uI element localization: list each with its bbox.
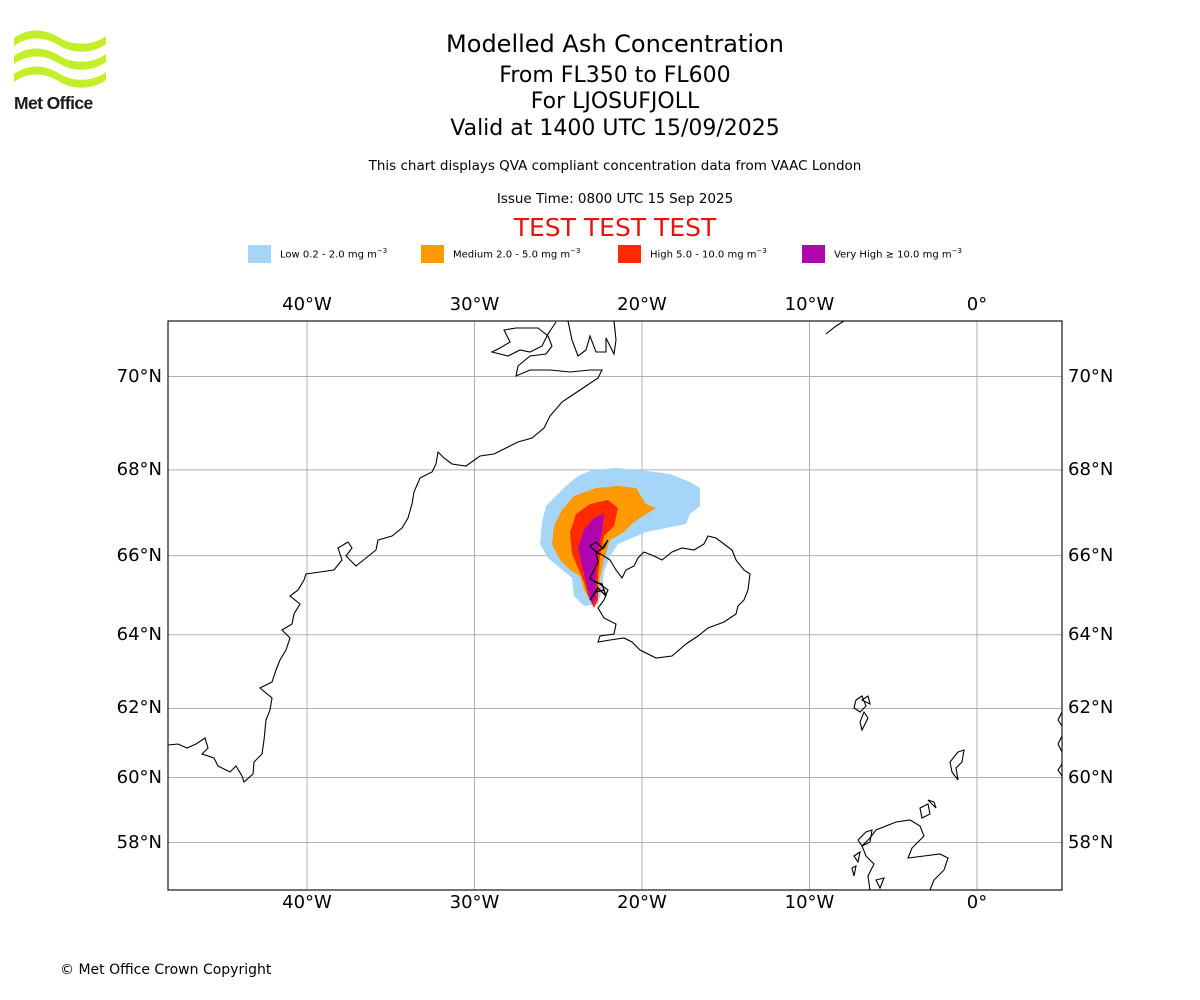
- lat-label-left: 66°N: [116, 544, 162, 566]
- flight-levels: From FL350 to FL600: [499, 63, 731, 88]
- orkney-islands: [919, 799, 937, 819]
- lat-label-left: 58°N: [116, 831, 162, 853]
- legend-swatch-high: [618, 244, 641, 263]
- hebrides-islands: [851, 829, 885, 890]
- subtitle: This chart displays QVA compliant concen…: [368, 158, 862, 174]
- issue-time: Issue Time: 0800 UTC 15 Sep 2025: [496, 191, 734, 207]
- lat-label-left: 62°N: [116, 697, 162, 719]
- volcano-name: For LJOSUFJOLL: [530, 89, 700, 114]
- legend-item-medium: Medium 2.0 - 5.0 mg m−3: [421, 244, 580, 263]
- lat-label-left: 64°N: [116, 623, 162, 645]
- greenland-inlet: [567, 321, 617, 357]
- lat-label-left: 70°N: [116, 365, 162, 387]
- legend-swatch-very-high: [802, 244, 825, 263]
- lat-label-right: 68°N: [1068, 458, 1114, 480]
- ash-very-high: [578, 514, 604, 604]
- faroe-islands: [853, 695, 871, 732]
- scotland-coastline: [861, 819, 949, 890]
- valid-time: Valid at 1400 UTC 15/09/2025: [450, 116, 780, 141]
- lat-label-right: 62°N: [1068, 697, 1114, 719]
- volcano-marker: [589, 581, 607, 601]
- lon-label-top: 20°W: [617, 294, 667, 315]
- lon-label-bottom: 20°W: [617, 892, 667, 913]
- shetland-islands: [949, 749, 965, 781]
- lat-label-right: 60°N: [1068, 766, 1114, 788]
- map-frame: [167, 320, 1063, 891]
- legend-item-very-high: Very High ≥ 10.0 mg m−3: [802, 244, 962, 263]
- map-content: [168, 321, 1062, 890]
- lat-label-left: 68°N: [116, 458, 162, 480]
- lon-label-top: 40°W: [282, 294, 332, 315]
- test-banner: TEST TEST TEST: [513, 213, 717, 242]
- lon-label-bottom: 0°: [966, 892, 988, 913]
- lon-label-top: 0°: [966, 294, 988, 315]
- greenland-coastline: [168, 321, 603, 783]
- jan-mayen-coast: [825, 321, 845, 335]
- lon-label-top: 10°W: [784, 294, 835, 315]
- lat-label-left: 60°N: [116, 766, 162, 788]
- lon-label-top: 30°W: [449, 294, 500, 315]
- legend-label-high: High 5.0 - 10.0 mg m−3: [650, 246, 767, 261]
- legend-label-very-high: Very High ≥ 10.0 mg m−3: [834, 246, 962, 261]
- iceland-coastline: [589, 535, 751, 659]
- legend-swatch-low: [248, 244, 271, 263]
- lon-label-bottom: 30°W: [449, 892, 500, 913]
- lat-label-right: 70°N: [1068, 365, 1114, 387]
- legend-item-high: High 5.0 - 10.0 mg m−3: [618, 244, 767, 263]
- norway-coastline: [1057, 711, 1062, 777]
- lon-label-bottom: 10°W: [784, 892, 835, 913]
- legend-item-low: Low 0.2 - 2.0 mg m−3: [248, 244, 387, 263]
- lat-label-right: 58°N: [1068, 831, 1114, 853]
- legend-label-medium: Medium 2.0 - 5.0 mg m−3: [453, 246, 581, 261]
- lat-label-right: 64°N: [1068, 623, 1114, 645]
- lon-label-bottom: 40°W: [282, 892, 332, 913]
- waves-icon: [14, 30, 106, 88]
- legend-swatch-medium: [421, 244, 444, 263]
- lat-label-right: 66°N: [1068, 544, 1114, 566]
- copyright: © Met Office Crown Copyright: [60, 962, 272, 978]
- legend-label-low: Low 0.2 - 2.0 mg m−3: [280, 246, 388, 261]
- logo-text: Met Office: [14, 93, 93, 113]
- met-office-logo: Met Office: [14, 30, 106, 113]
- chart-title: Modelled Ash Concentration: [446, 30, 784, 58]
